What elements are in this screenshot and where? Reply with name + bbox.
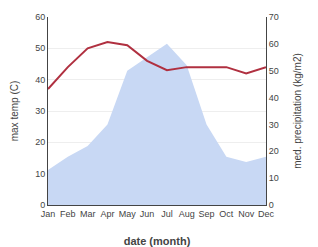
svg-text:10: 10 (35, 169, 45, 179)
svg-text:50: 50 (35, 43, 45, 53)
svg-text:10: 10 (269, 173, 279, 183)
svg-text:40: 40 (35, 75, 45, 85)
svg-text:60: 60 (35, 12, 45, 22)
svg-text:May: May (119, 209, 137, 219)
svg-text:Apr: Apr (100, 209, 114, 219)
svg-text:Jul: Jul (161, 209, 173, 219)
svg-text:Dec: Dec (258, 209, 275, 219)
svg-text:Oct: Oct (219, 209, 234, 219)
svg-text:Jan: Jan (41, 209, 56, 219)
svg-text:40: 40 (269, 93, 279, 103)
svg-text:60: 60 (269, 39, 279, 49)
svg-text:30: 30 (269, 120, 279, 130)
svg-text:0: 0 (269, 200, 274, 210)
svg-text:Sep: Sep (199, 209, 215, 219)
svg-text:20: 20 (269, 146, 279, 156)
svg-text:date (month): date (month) (124, 235, 191, 247)
svg-text:Aug: Aug (179, 209, 195, 219)
svg-text:70: 70 (269, 12, 279, 22)
svg-text:Mar: Mar (80, 209, 96, 219)
svg-text:med. precipitation (kg/m2): med. precipitation (kg/m2) (292, 53, 303, 169)
svg-text:0: 0 (40, 200, 45, 210)
svg-text:Jun: Jun (140, 209, 155, 219)
svg-text:30: 30 (35, 106, 45, 116)
svg-text:Nov: Nov (238, 209, 255, 219)
svg-text:50: 50 (269, 66, 279, 76)
svg-text:20: 20 (35, 137, 45, 147)
svg-text:Feb: Feb (60, 209, 76, 219)
svg-text:max temp (C): max temp (C) (9, 81, 20, 142)
